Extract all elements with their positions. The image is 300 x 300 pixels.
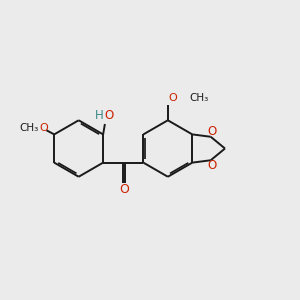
Text: O: O xyxy=(169,93,178,103)
Text: O: O xyxy=(208,159,217,172)
Text: CH₃: CH₃ xyxy=(19,123,38,133)
Text: O: O xyxy=(104,109,114,122)
Text: O: O xyxy=(40,123,49,133)
Text: O: O xyxy=(119,183,129,196)
Text: H: H xyxy=(94,109,103,122)
Text: O: O xyxy=(208,125,217,138)
Text: CH₃: CH₃ xyxy=(189,93,208,103)
